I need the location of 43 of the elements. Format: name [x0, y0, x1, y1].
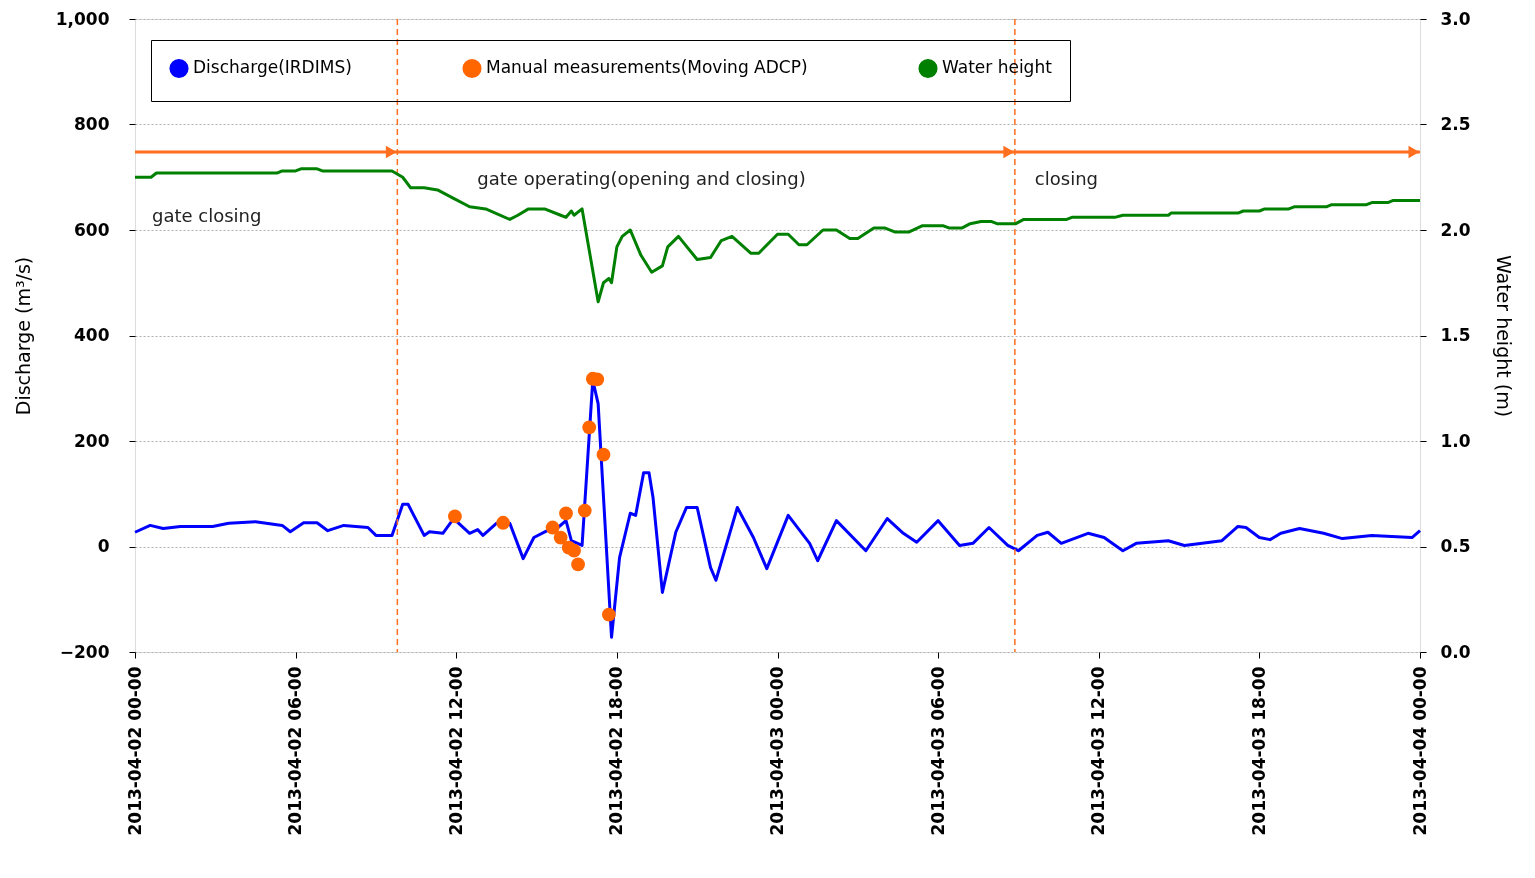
x-tick-label: 2013-04-03 18-00 [1248, 666, 1269, 836]
point [553, 530, 568, 545]
line-series [133, 167, 1422, 304]
point [545, 520, 560, 535]
y-tick-label: 600 [74, 219, 110, 240]
x-tick-label: 2013-04-03 00-00 [767, 666, 787, 836]
point [559, 506, 573, 521]
x-tick-label: 2013-04-03 12-00 [1088, 666, 1109, 836]
x-tick-label: 2013-04-02 06-00 [285, 666, 306, 836]
y2-axis-title: Water height (m) [1492, 254, 1515, 418]
x-tick-label: 2013-04-02 00-00 [124, 666, 145, 836]
y2-tick-label: 0.5 [1440, 536, 1471, 556]
x-tick-label: 2013-04-02 12-00 [445, 666, 466, 836]
y-tick-label: 200 [74, 430, 110, 451]
y-tick-label: 1,000 [55, 8, 110, 29]
point [571, 557, 585, 572]
y2-tick-label: 2.0 [1440, 219, 1471, 240]
point [596, 447, 611, 462]
x-tick-label: 2013-04-04 00-00 [1409, 666, 1430, 836]
legend-label: Discharge(IRDIMS) [193, 57, 352, 78]
legend-label: Water height [942, 57, 1053, 78]
annotation: gate closing [152, 205, 262, 226]
y2-tick-label: 1.5 [1440, 325, 1471, 345]
y2-tick-label: 3.0 [1440, 8, 1471, 29]
point [448, 509, 462, 524]
legend-label: Manual measurements(Moving ADCP) [486, 57, 808, 78]
point [567, 543, 581, 558]
y-tick-label: 800 [74, 114, 110, 134]
annotation: closing [1034, 168, 1098, 189]
point [582, 420, 597, 435]
point [601, 607, 616, 622]
y-tick-label: 400 [74, 325, 110, 345]
x-tick-label: 2013-04-03 06-00 [927, 666, 948, 836]
point [577, 503, 592, 518]
y2-tick-label: 2.5 [1440, 114, 1471, 134]
annotation: gate operating(opening and closing) [477, 168, 806, 189]
y2-tick-label: 1.0 [1440, 430, 1471, 451]
y-tick-label: −200 [59, 641, 110, 662]
y-axis-title: Discharge (m³/s) [11, 256, 34, 416]
y-tick-label: 0 [97, 536, 110, 556]
y2-tick-label: 0.0 [1440, 641, 1471, 662]
point [496, 515, 510, 530]
x-tick-label: 2013-04-02 18-00 [606, 666, 627, 836]
